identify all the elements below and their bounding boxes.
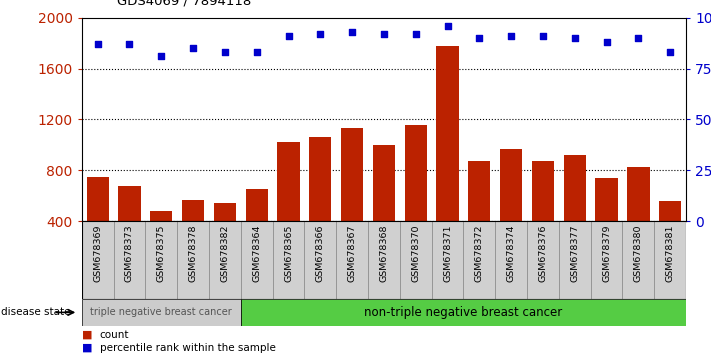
Bar [341,129,363,272]
Bar [304,221,336,299]
Point [283,33,294,39]
Bar [627,166,650,272]
Point [665,50,676,55]
Text: disease state: disease state [1,307,70,318]
Text: GSM678364: GSM678364 [252,224,261,282]
Bar [245,189,268,272]
Bar [82,221,114,299]
Text: GSM678376: GSM678376 [538,224,547,282]
Bar [241,299,686,326]
Bar [623,221,654,299]
Bar [145,221,177,299]
Point [188,45,199,51]
Text: GSM678375: GSM678375 [157,224,166,282]
Bar [373,145,395,272]
Bar [591,221,623,299]
Point [410,31,422,37]
Bar [432,221,464,299]
Bar [564,155,586,272]
Point [601,39,612,45]
Point [474,35,485,41]
Text: ■: ■ [82,330,92,339]
Text: triple negative breast cancer: triple negative breast cancer [90,307,232,318]
Bar [496,221,527,299]
Text: GSM678379: GSM678379 [602,224,611,282]
Bar [659,201,681,272]
Bar [177,221,209,299]
Point [315,31,326,37]
Text: GSM678378: GSM678378 [188,224,198,282]
Text: GSM678380: GSM678380 [634,224,643,282]
Text: GSM678366: GSM678366 [316,224,325,282]
Bar [87,177,109,272]
Text: GSM678369: GSM678369 [93,224,102,282]
Point [124,41,135,47]
Text: GSM678367: GSM678367 [348,224,357,282]
Text: GSM678374: GSM678374 [507,224,515,282]
Point [219,50,230,55]
Text: GDS4069 / 7894118: GDS4069 / 7894118 [117,0,252,7]
Text: percentile rank within the sample: percentile rank within the sample [100,343,275,353]
Bar [368,221,400,299]
Bar [559,221,591,299]
Point [633,35,644,41]
Bar [182,200,204,272]
Point [251,50,262,55]
Bar [118,185,141,272]
Bar [82,299,241,326]
Bar [114,221,145,299]
Bar [277,142,299,272]
Text: GSM678377: GSM678377 [570,224,579,282]
Bar [309,137,331,272]
Point [156,53,167,59]
Text: ■: ■ [82,343,92,353]
Point [538,33,549,39]
Point [92,41,103,47]
Point [506,33,517,39]
Bar [150,211,172,272]
Text: count: count [100,330,129,339]
Bar [532,161,554,272]
Point [346,29,358,35]
Point [569,35,580,41]
Bar [272,221,304,299]
Bar [596,178,618,272]
Bar [241,221,272,299]
Bar [405,125,427,272]
Text: GSM678365: GSM678365 [284,224,293,282]
Point [442,23,453,29]
Bar [209,221,241,299]
Bar [214,204,236,272]
Bar [336,221,368,299]
Text: GSM678372: GSM678372 [475,224,484,282]
Text: GSM678371: GSM678371 [443,224,452,282]
Bar [400,221,432,299]
Text: GSM678373: GSM678373 [125,224,134,282]
Bar [469,161,491,272]
Bar [654,221,686,299]
Text: GSM678370: GSM678370 [411,224,420,282]
Text: GSM678382: GSM678382 [220,224,230,282]
Bar [527,221,559,299]
Text: non-triple negative breast cancer: non-triple negative breast cancer [364,306,562,319]
Bar [500,149,523,272]
Text: GSM678368: GSM678368 [380,224,388,282]
Bar [464,221,496,299]
Point [378,31,390,37]
Text: GSM678381: GSM678381 [665,224,675,282]
Bar [437,46,459,272]
